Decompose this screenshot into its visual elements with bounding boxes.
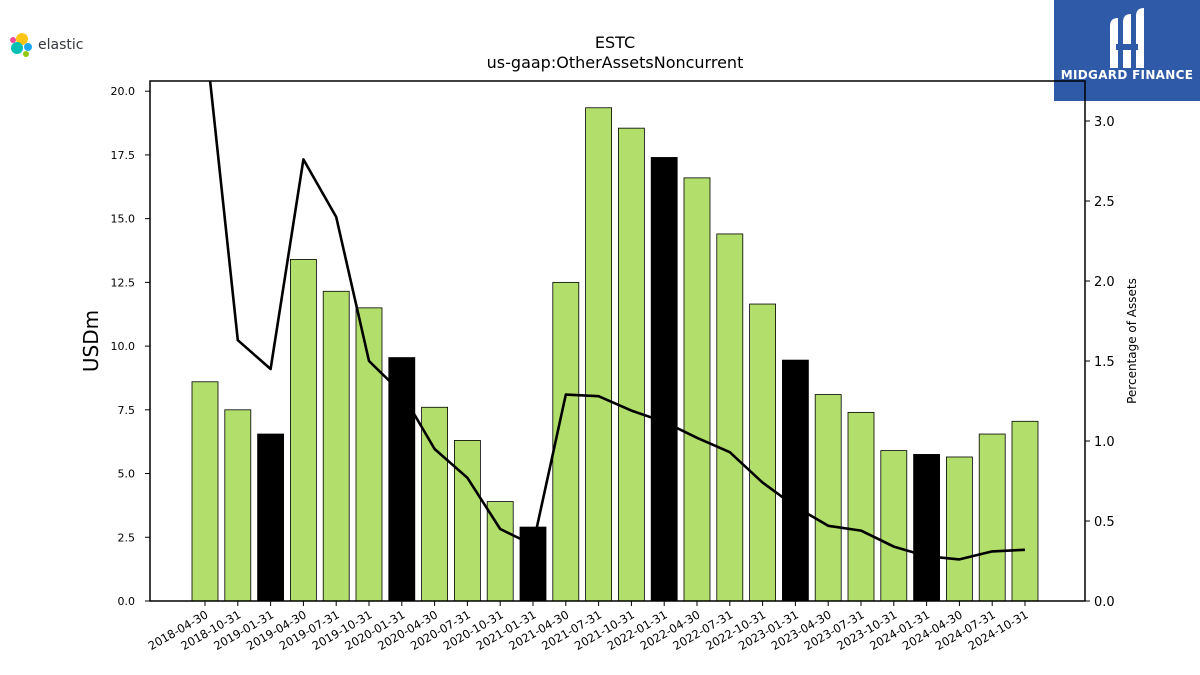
y-tick-label: 5.0 — [118, 468, 136, 481]
y2-tick-label: 1.0 — [1094, 435, 1115, 450]
bar-2019-01-31 — [257, 433, 285, 602]
bar-2022-07-31 — [716, 233, 744, 602]
bar-2019-07-31 — [322, 290, 350, 602]
y-tick-label: 20.0 — [111, 85, 136, 98]
bar-2019-04-30 — [289, 259, 317, 602]
bar-2022-01-31 — [650, 157, 678, 602]
elastic-logo: elastic — [8, 32, 83, 58]
y-tick-label: 2.5 — [118, 531, 136, 544]
bar-2020-01-31 — [388, 357, 416, 602]
bar-2020-07-31 — [453, 440, 481, 602]
y2-tick-label: 0.0 — [1094, 595, 1115, 610]
midgard-finance-logo-text: MIDGARD FINANCE — [1060, 68, 1194, 82]
x-axis: 2018-04-302018-10-312019-01-312019-04-30… — [146, 601, 1031, 653]
bar-2021-10-31 — [618, 127, 645, 602]
y-tick-label: 15.0 — [111, 213, 136, 226]
y2-tick-label: 2.0 — [1094, 275, 1115, 290]
bar-2020-10-31 — [486, 501, 514, 602]
bar-2024-07-31 — [978, 433, 1006, 602]
bar-2019-10-31 — [355, 307, 383, 602]
bar-2024-10-31 — [1011, 420, 1039, 602]
bar-2024-01-31 — [913, 454, 940, 602]
bar-2023-10-31 — [880, 450, 908, 602]
y-tick-label: 17.5 — [111, 149, 136, 162]
bar-2020-04-30 — [421, 406, 449, 602]
percentage-of-assets-line — [208, 81, 1026, 561]
bar-2022-10-31 — [749, 303, 776, 602]
bar-2023-07-31 — [847, 411, 875, 602]
y-axis-label: USDm — [79, 310, 103, 372]
bar-2022-04-30 — [683, 177, 711, 602]
chart-subtitle: us-gaap:OtherAssetsNoncurrent — [487, 53, 744, 72]
bar-2023-04-30 — [814, 394, 842, 602]
right-axis: 0.0 0.5 1.0 1.5 2.0 2.5 3.0 — [1085, 115, 1115, 610]
bar-2023-01-31 — [782, 359, 809, 602]
y-tick-label: 12.5 — [111, 276, 136, 289]
y2-tick-label: 1.5 — [1094, 355, 1115, 370]
bar-2024-04-30 — [946, 456, 973, 602]
y-tick-label: 7.5 — [118, 404, 136, 417]
elastic-logo-icon — [10, 33, 32, 57]
plot-frame — [149, 80, 1086, 602]
bars-group — [191, 107, 1039, 602]
y2-tick-label: 0.5 — [1094, 515, 1115, 530]
bar-2021-04-30 — [552, 281, 580, 602]
bar-2021-07-31 — [585, 107, 612, 602]
y-tick-label: 0.0 — [118, 595, 136, 608]
y2-tick-label: 2.5 — [1094, 195, 1115, 210]
y-tick-label: 10.0 — [111, 340, 136, 353]
y2-axis-label: Percentage of Assets — [1125, 278, 1139, 404]
bar-2018-10-31 — [224, 409, 252, 602]
line-group — [208, 81, 1026, 561]
left-axis: 0.0 2.5 5.0 7.5 10.0 12.5 15.0 17.5 20.0 — [111, 85, 150, 608]
y2-tick-label: 3.0 — [1094, 115, 1115, 130]
bar-2021-01-31 — [519, 526, 547, 602]
midgard-finance-logo: MIDGARD FINANCE — [1054, 0, 1200, 101]
bar-2018-04-30 — [191, 381, 219, 602]
chart-title: ESTC — [595, 33, 635, 52]
midgard-finance-logo-icon — [1110, 8, 1144, 68]
elastic-logo-text: elastic — [38, 37, 84, 53]
